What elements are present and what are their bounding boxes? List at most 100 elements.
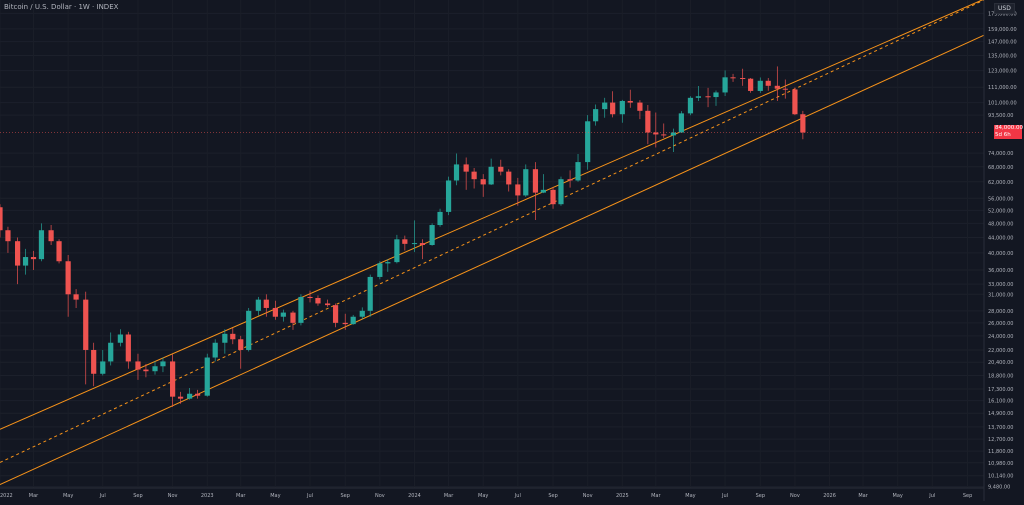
candle-up xyxy=(757,77,763,93)
candle-body xyxy=(187,393,193,399)
candle-body xyxy=(782,88,788,90)
candle-body xyxy=(722,77,728,93)
channel-upper-line[interactable] xyxy=(0,0,984,430)
candle-down xyxy=(782,79,788,99)
candle-body xyxy=(730,77,736,79)
candle-body xyxy=(325,303,331,306)
candles-layer xyxy=(0,66,806,407)
candle-up xyxy=(488,158,494,185)
price-tick-label: 93,500.00 xyxy=(988,113,1013,119)
candle-up xyxy=(429,223,435,246)
candle-body xyxy=(713,92,719,98)
candle-body xyxy=(774,85,780,89)
candle-body xyxy=(757,80,763,91)
candle-up xyxy=(108,332,114,366)
price-tick-label: 159,000.00 xyxy=(988,27,1017,33)
price-tick-label: 74,000.00 xyxy=(988,151,1013,157)
candle-down xyxy=(170,354,176,407)
candle-up xyxy=(394,234,400,264)
candle-up xyxy=(575,153,581,182)
price-tick-label: 26,000.00 xyxy=(988,321,1013,327)
time-tick-label: 2023 xyxy=(201,493,214,499)
candle-body xyxy=(212,342,218,358)
candle-up xyxy=(246,307,252,352)
time-tick-label: May xyxy=(893,493,903,499)
price-tick-label: 135,000.00 xyxy=(988,53,1017,59)
candle-body xyxy=(280,312,286,317)
candle-body xyxy=(532,169,539,193)
candle-up xyxy=(722,70,728,96)
candle-body xyxy=(645,110,651,133)
candle-body xyxy=(83,299,89,350)
price-tick-label: 10,140.00 xyxy=(988,474,1013,480)
time-tick-label: Nov xyxy=(168,493,178,499)
price-tick-label: 10,980.00 xyxy=(988,461,1013,467)
price-tick-label: 20,400.00 xyxy=(988,360,1013,366)
candle-down xyxy=(48,225,54,246)
candle-body xyxy=(419,243,426,246)
candle-body xyxy=(411,243,418,245)
price-tick-label: 62,000.00 xyxy=(988,180,1013,186)
candle-down xyxy=(661,123,667,138)
candle-body xyxy=(610,102,616,115)
time-tick-label: 2022 xyxy=(0,493,13,499)
candle-body xyxy=(246,310,252,350)
candle-body xyxy=(558,179,564,205)
price-axis[interactable]: 9,480.00 10,140.00 10,980.00 11,800.00 12,70… xyxy=(983,0,1024,501)
candle-body xyxy=(463,164,469,172)
candle-body xyxy=(238,339,244,350)
candle-down xyxy=(238,335,244,369)
candle-down xyxy=(342,313,348,330)
candle-up xyxy=(602,97,608,118)
candle-up xyxy=(593,104,599,126)
candle-body xyxy=(332,305,339,323)
last-price-badge: 84,000.00 5d 6h xyxy=(994,125,1023,140)
currency-badge[interactable]: USD xyxy=(994,3,1015,14)
time-tick-label: Jul xyxy=(514,493,521,499)
candle-up xyxy=(117,329,123,347)
candle-up xyxy=(367,274,373,317)
candle-down xyxy=(610,91,616,118)
candle-up xyxy=(212,339,218,362)
candle-down xyxy=(515,177,521,206)
candle-down xyxy=(325,299,331,307)
price-tick-label: 31,000.00 xyxy=(988,292,1013,298)
time-tick-label: May xyxy=(270,493,280,499)
time-tick-label: Sep xyxy=(341,493,350,499)
price-tick-label: 12,700.00 xyxy=(988,437,1013,443)
candle-body xyxy=(263,299,269,308)
time-tick-label: Sep xyxy=(133,493,142,499)
candle-body xyxy=(307,296,313,299)
candle-down xyxy=(0,204,3,238)
candle-body xyxy=(765,80,771,86)
price-tick-label: 28,000.00 xyxy=(988,309,1013,315)
candle-body xyxy=(740,78,746,80)
candle-body xyxy=(194,393,201,396)
grid-layer xyxy=(0,0,984,488)
candle-up xyxy=(619,99,625,123)
time-axis[interactable]: 2022 Mar May Jul Sep Nov 2023 Mar May Jul Sep Nov 20… xyxy=(0,487,984,499)
candle-up xyxy=(187,388,193,400)
candle-body xyxy=(143,369,149,372)
candle-body xyxy=(177,396,184,399)
candle-down xyxy=(5,226,11,253)
candle-up xyxy=(204,353,210,397)
candle-body xyxy=(593,109,599,122)
candle-up xyxy=(558,176,564,206)
candle-down xyxy=(774,66,780,101)
candle-down xyxy=(550,187,556,209)
candle-body xyxy=(498,166,504,172)
candle-down xyxy=(792,87,798,116)
candle-body xyxy=(298,296,304,323)
candle-body xyxy=(48,230,54,242)
candle-up xyxy=(523,164,529,197)
candle-down xyxy=(748,78,754,93)
candle-down xyxy=(30,250,37,271)
channel-lower-line[interactable] xyxy=(0,34,985,486)
candle-body xyxy=(800,114,806,133)
candle-up xyxy=(100,349,106,376)
channel-middle-line[interactable] xyxy=(0,0,985,463)
candle-body xyxy=(695,96,701,98)
